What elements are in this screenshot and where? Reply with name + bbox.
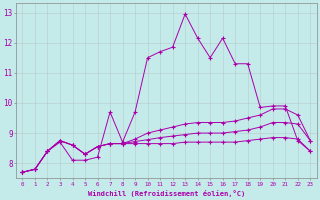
X-axis label: Windchill (Refroidissement éolien,°C): Windchill (Refroidissement éolien,°C) — [88, 190, 245, 197]
